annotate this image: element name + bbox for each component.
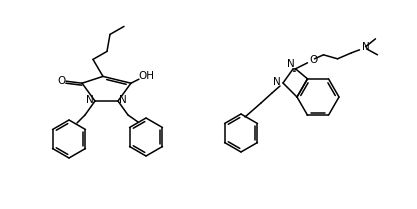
Text: N: N	[287, 59, 295, 69]
Text: O: O	[57, 76, 65, 86]
Text: N: N	[86, 95, 94, 105]
Text: N: N	[273, 77, 281, 87]
Text: O: O	[309, 55, 318, 65]
Text: OH: OH	[138, 71, 154, 81]
Text: N: N	[119, 95, 127, 105]
Text: N: N	[362, 42, 369, 52]
